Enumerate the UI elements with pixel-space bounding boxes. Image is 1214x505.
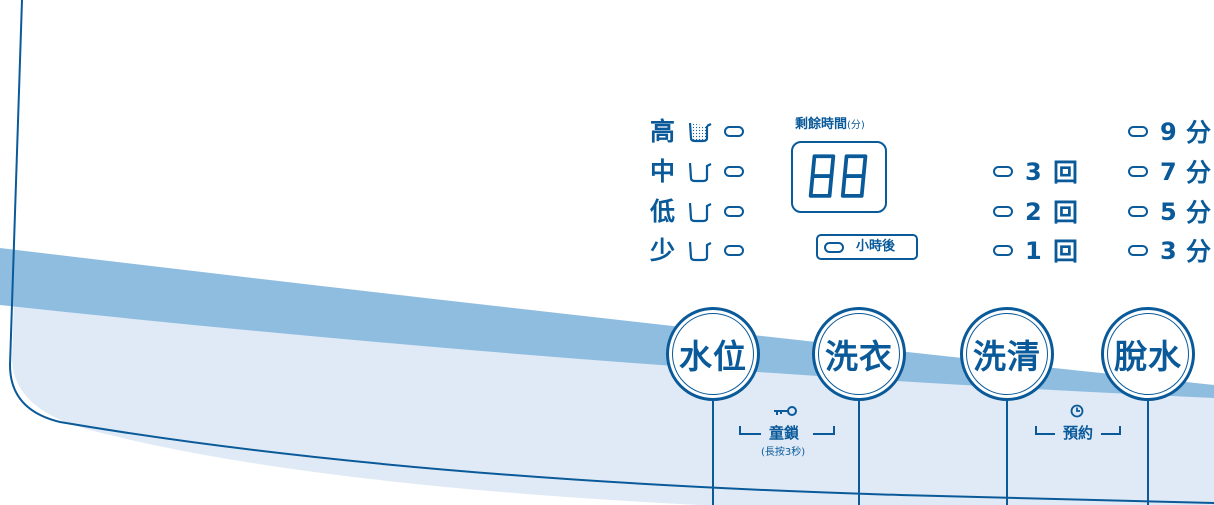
- spin-time-3: 3: [1160, 237, 1177, 265]
- rinse-count-1: 1: [1025, 237, 1042, 265]
- rinse-button[interactable]: 洗清: [960, 307, 1054, 401]
- rinse-unit: 回: [1053, 158, 1079, 187]
- display-digits-value: 88: [793, 143, 794, 144]
- rinse-button-label: 洗清: [973, 337, 1041, 376]
- child-lock-label: 童鎖: [769, 424, 800, 442]
- panel-outline: [8, 0, 1214, 504]
- water-level-label-mid: 中: [650, 157, 676, 186]
- hours-later-indicator: 小時後: [816, 234, 918, 260]
- water-level-label-low: 低: [650, 197, 676, 226]
- water-cup-icon: [688, 241, 712, 262]
- spin-time-9: 9: [1160, 118, 1177, 146]
- seven-segment-digits: [808, 154, 868, 198]
- rinse-count-3: 3: [1025, 158, 1042, 186]
- remaining-time-unit: (分): [847, 120, 865, 131]
- spin-unit: 分: [1186, 158, 1212, 187]
- water-cup-icon: [688, 202, 712, 223]
- clock-icon: [1070, 404, 1084, 418]
- spin-unit: 分: [1186, 237, 1212, 266]
- rinse-unit: 回: [1053, 198, 1079, 227]
- panel-light-fill: [12, 300, 1214, 505]
- hours-later-led: [824, 241, 844, 253]
- panel-accent-band: [0, 248, 1214, 398]
- water-level-led-mid: [724, 166, 744, 177]
- wash-button-stem: [858, 400, 860, 505]
- spin-time-7: 7: [1160, 158, 1177, 186]
- spin-button-stem: [1147, 400, 1149, 505]
- timer-bracket: [1035, 426, 1121, 435]
- rinse-button-stem: [1006, 400, 1008, 505]
- child-lock-hint: (長按3秒): [761, 447, 806, 458]
- remaining-time-label: 剩餘時間: [795, 117, 848, 132]
- rinse-unit: 回: [1053, 237, 1079, 266]
- water-level-button[interactable]: 水位: [666, 307, 760, 401]
- spin-led-5: [1128, 206, 1148, 217]
- wash-button[interactable]: 洗衣: [812, 307, 906, 401]
- water-cup-full-icon: [688, 122, 712, 143]
- water-level-button-label: 水位: [679, 337, 747, 376]
- spin-time-5: 5: [1160, 198, 1177, 226]
- child-lock-bracket: [739, 426, 835, 435]
- water-level-led-low: [724, 206, 744, 217]
- rinse-count-2: 2: [1025, 198, 1042, 226]
- remaining-time-display: 88: [791, 141, 887, 213]
- wash-button-label: 洗衣: [825, 337, 893, 376]
- spin-led-3: [1128, 245, 1148, 256]
- water-level-label-minimal: 少: [650, 236, 676, 265]
- spin-unit: 分: [1186, 118, 1212, 147]
- hours-later-label: 小時後: [856, 239, 896, 254]
- spin-button[interactable]: 脫水: [1101, 307, 1195, 401]
- water-level-label-high: 高: [650, 117, 676, 146]
- remaining-time-title: 剩餘時間(分): [795, 118, 865, 133]
- spin-led-7: [1128, 166, 1148, 177]
- rinse-led-1: [993, 245, 1013, 256]
- spin-button-label: 脫水: [1114, 337, 1182, 376]
- spin-led-9: [1128, 126, 1148, 137]
- water-level-led-minimal: [724, 245, 744, 256]
- rinse-led-2: [993, 206, 1013, 217]
- water-level-led-high: [724, 126, 744, 137]
- timer-label: 預約: [1063, 424, 1094, 442]
- water-level-button-stem: [712, 400, 714, 505]
- water-cup-icon: [688, 162, 712, 183]
- rinse-led-3: [993, 166, 1013, 177]
- spin-unit: 分: [1186, 198, 1212, 227]
- key-icon: [774, 406, 797, 416]
